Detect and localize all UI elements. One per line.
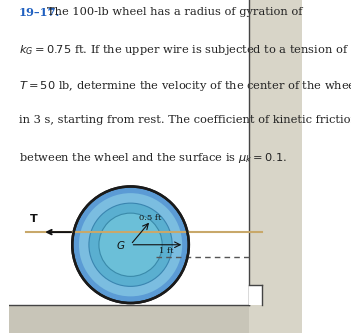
Text: 1 ft: 1 ft xyxy=(159,247,173,255)
Text: 19–17.: 19–17. xyxy=(19,7,60,18)
Text: $T = 50$ lb, determine the velocity of the center of the wheel: $T = 50$ lb, determine the velocity of t… xyxy=(19,79,351,93)
Bar xyxy=(9,305,249,333)
Text: $\mathbf{T}$: $\mathbf{T}$ xyxy=(29,212,39,224)
Circle shape xyxy=(79,193,182,296)
Text: 0.5 ft: 0.5 ft xyxy=(139,214,161,222)
Text: in 3 s, starting from rest. The coefficient of kinetic friction: in 3 s, starting from rest. The coeffici… xyxy=(19,115,351,125)
Text: The 100-lb wheel has a radius of gyration of: The 100-lb wheel has a radius of gyratio… xyxy=(47,7,303,17)
Circle shape xyxy=(99,213,162,276)
Text: between the wheel and the surface is $\mu_k = 0.1$.: between the wheel and the surface is $\m… xyxy=(19,151,287,165)
Text: $k_G = 0.75$ ft. If the upper wire is subjected to a tension of: $k_G = 0.75$ ft. If the upper wire is su… xyxy=(19,43,349,57)
Bar xyxy=(249,285,262,305)
Bar xyxy=(249,0,302,333)
Circle shape xyxy=(72,186,189,303)
Text: $G$: $G$ xyxy=(115,239,125,251)
Circle shape xyxy=(89,203,172,286)
